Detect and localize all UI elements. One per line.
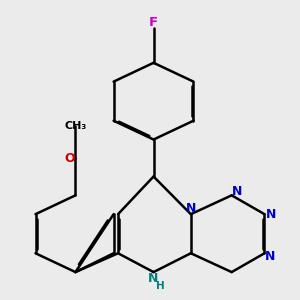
Text: F: F bbox=[149, 16, 158, 29]
Text: H: H bbox=[156, 281, 164, 291]
Text: CH₃: CH₃ bbox=[64, 121, 87, 130]
Text: N: N bbox=[186, 202, 196, 215]
Text: N: N bbox=[232, 185, 242, 198]
Text: N: N bbox=[266, 208, 276, 221]
Text: O: O bbox=[65, 152, 75, 165]
Text: N: N bbox=[148, 272, 159, 286]
Text: N: N bbox=[265, 250, 275, 263]
